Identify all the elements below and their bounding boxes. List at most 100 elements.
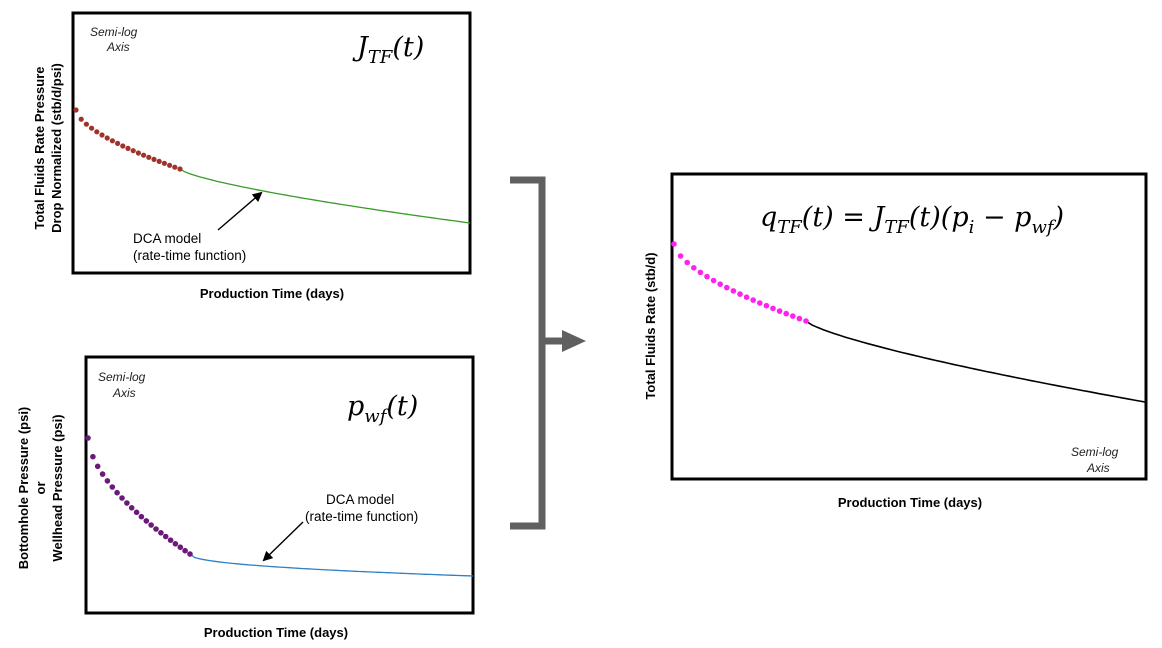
jtf-semilog-label-line2: Axis [106,40,130,54]
jtf-data-point [146,154,152,160]
pwf-data-point [187,551,193,557]
pwf-formula-sub: wf [364,406,389,427]
jtf-annotation-arrow [217,191,263,231]
qtf-data-point [724,284,730,291]
jtf-data-point [104,135,110,141]
qtf-formula-pwf: p [1014,202,1031,233]
jtf-data-point [151,156,157,162]
qtf-formula-eq: (t) = [802,202,874,233]
pwf-formula-main: p [347,391,364,422]
qtf-formula-q-sub: TF [777,217,803,238]
qtf-data-point [750,297,756,303]
pwf-data-point [85,435,91,441]
jtf-dca-curve [179,168,471,224]
jtf-data-points [73,107,183,172]
pwf-data-point [94,463,101,470]
pwf-dca-curve [189,553,474,577]
combine-bracket [510,176,546,530]
qtf-data-point [783,310,789,317]
jtf-data-point [115,140,121,146]
pwf-data-point [153,526,159,532]
qtf-x-axis-title: Production Time (days) [838,495,982,510]
pwf-plot-frame [84,355,475,615]
pwf-y-axis-title-line1: Bottomhole Pressure (psi) [16,407,31,570]
pwf-data-point [182,547,188,554]
jtf-formula: JTF(t) [352,32,424,68]
qtf-data-point [677,253,684,259]
qtf-data-point [730,288,737,294]
qtf-semilog-label-line2: Axis [1086,461,1110,475]
pwf-data-point [128,505,135,511]
qtf-formula: qTF(t) = JTF(t)(pi − pwf) [760,202,1064,238]
qtf-formula-q: q [760,202,777,233]
jtf-formula-arg: (t) [392,32,424,63]
jtf-plot-frame [71,11,472,275]
pwf-data-point [148,522,154,528]
pwf-data-point [90,453,96,460]
pwf-data-point [119,495,125,501]
qtf-data-point [770,305,776,312]
pwf-data-points [85,435,193,557]
combine-connector [510,176,586,530]
pwf-data-point [138,513,145,520]
qtf-formula-minus: − [974,202,1014,233]
qtf-data-point [803,318,809,324]
qtf-data-point [737,291,743,297]
pwf-formula-arg: (t) [386,391,418,422]
qtf-data-point [684,259,690,266]
pwf-data-point [109,484,116,490]
qtf-dca-curve [805,320,1146,403]
jtf-data-point [177,166,183,172]
qtf-formula-open-paren: ( [941,202,953,233]
jtf-annotation-line1: DCA model [133,231,201,246]
jtf-formula-main: J [352,32,370,63]
jtf-data-point [83,121,89,127]
qtf-semilog-label-line1: Semi-log [1071,445,1119,459]
jtf-data-point [156,158,162,164]
jtf-data-point [135,150,141,156]
qtf-data-points [671,241,809,324]
qtf-formula-j: J [869,202,887,233]
jtf-data-point [161,160,167,166]
qtf-data-point [796,315,803,322]
qtf-formula-j-sub: TF [884,217,910,238]
pwf-data-point [167,537,174,543]
jtf-x-axis-title: Production Time (days) [200,286,344,301]
jtf-formula-sub: TF [368,47,394,68]
jtf-data-point [125,145,131,151]
pwf-data-point [177,544,184,550]
qtf-data-point [691,265,697,271]
qtf-data-point [671,241,677,247]
pwf-y-axis-title-line2: or [33,482,48,495]
pwf-data-point [114,489,120,496]
pwf-semilog-label-line1: Semi-log [98,370,146,384]
jtf-data-point [167,162,173,168]
qtf-data-point [790,313,796,319]
pwf-data-point [133,509,140,516]
jtf-data-point [109,138,115,144]
qtf-data-point [710,277,717,284]
qtf-data-point [743,294,750,301]
pwf-semilog-label-line2: Axis [112,386,136,400]
qtf-data-point [704,273,710,280]
pwf-data-point [172,541,179,547]
jtf-semilog-label-line1: Semi-log [90,25,138,39]
jtf-data-point [120,143,126,149]
jtf-data-point [130,148,136,154]
qtf-formula-pwf-sub: wf [1031,217,1056,238]
qtf-data-point [776,308,783,314]
jtf-data-point [73,107,79,113]
jtf-y-axis-title-line1: Total Fluids Rate Pressure [32,66,47,229]
jtf-panel: Semi-log Axis JTF(t) DCA model (rate-tim… [32,11,472,301]
qtf-formula-j-arg: (t) [909,202,941,233]
pwf-x-axis-title: Production Time (days) [204,625,348,640]
qtf-panel: qTF(t) = JTF(t)(pi − pwf) Semi-log Axis … [643,172,1148,510]
pwf-data-point [162,533,169,540]
jtf-data-point [89,125,95,131]
qtf-data-point [697,269,704,276]
pwf-annotation-line2: (rate-time function) [305,509,418,524]
combine-arrow-head [562,330,586,352]
pwf-annotation-arrow [262,521,304,562]
pwf-data-point [158,530,164,536]
